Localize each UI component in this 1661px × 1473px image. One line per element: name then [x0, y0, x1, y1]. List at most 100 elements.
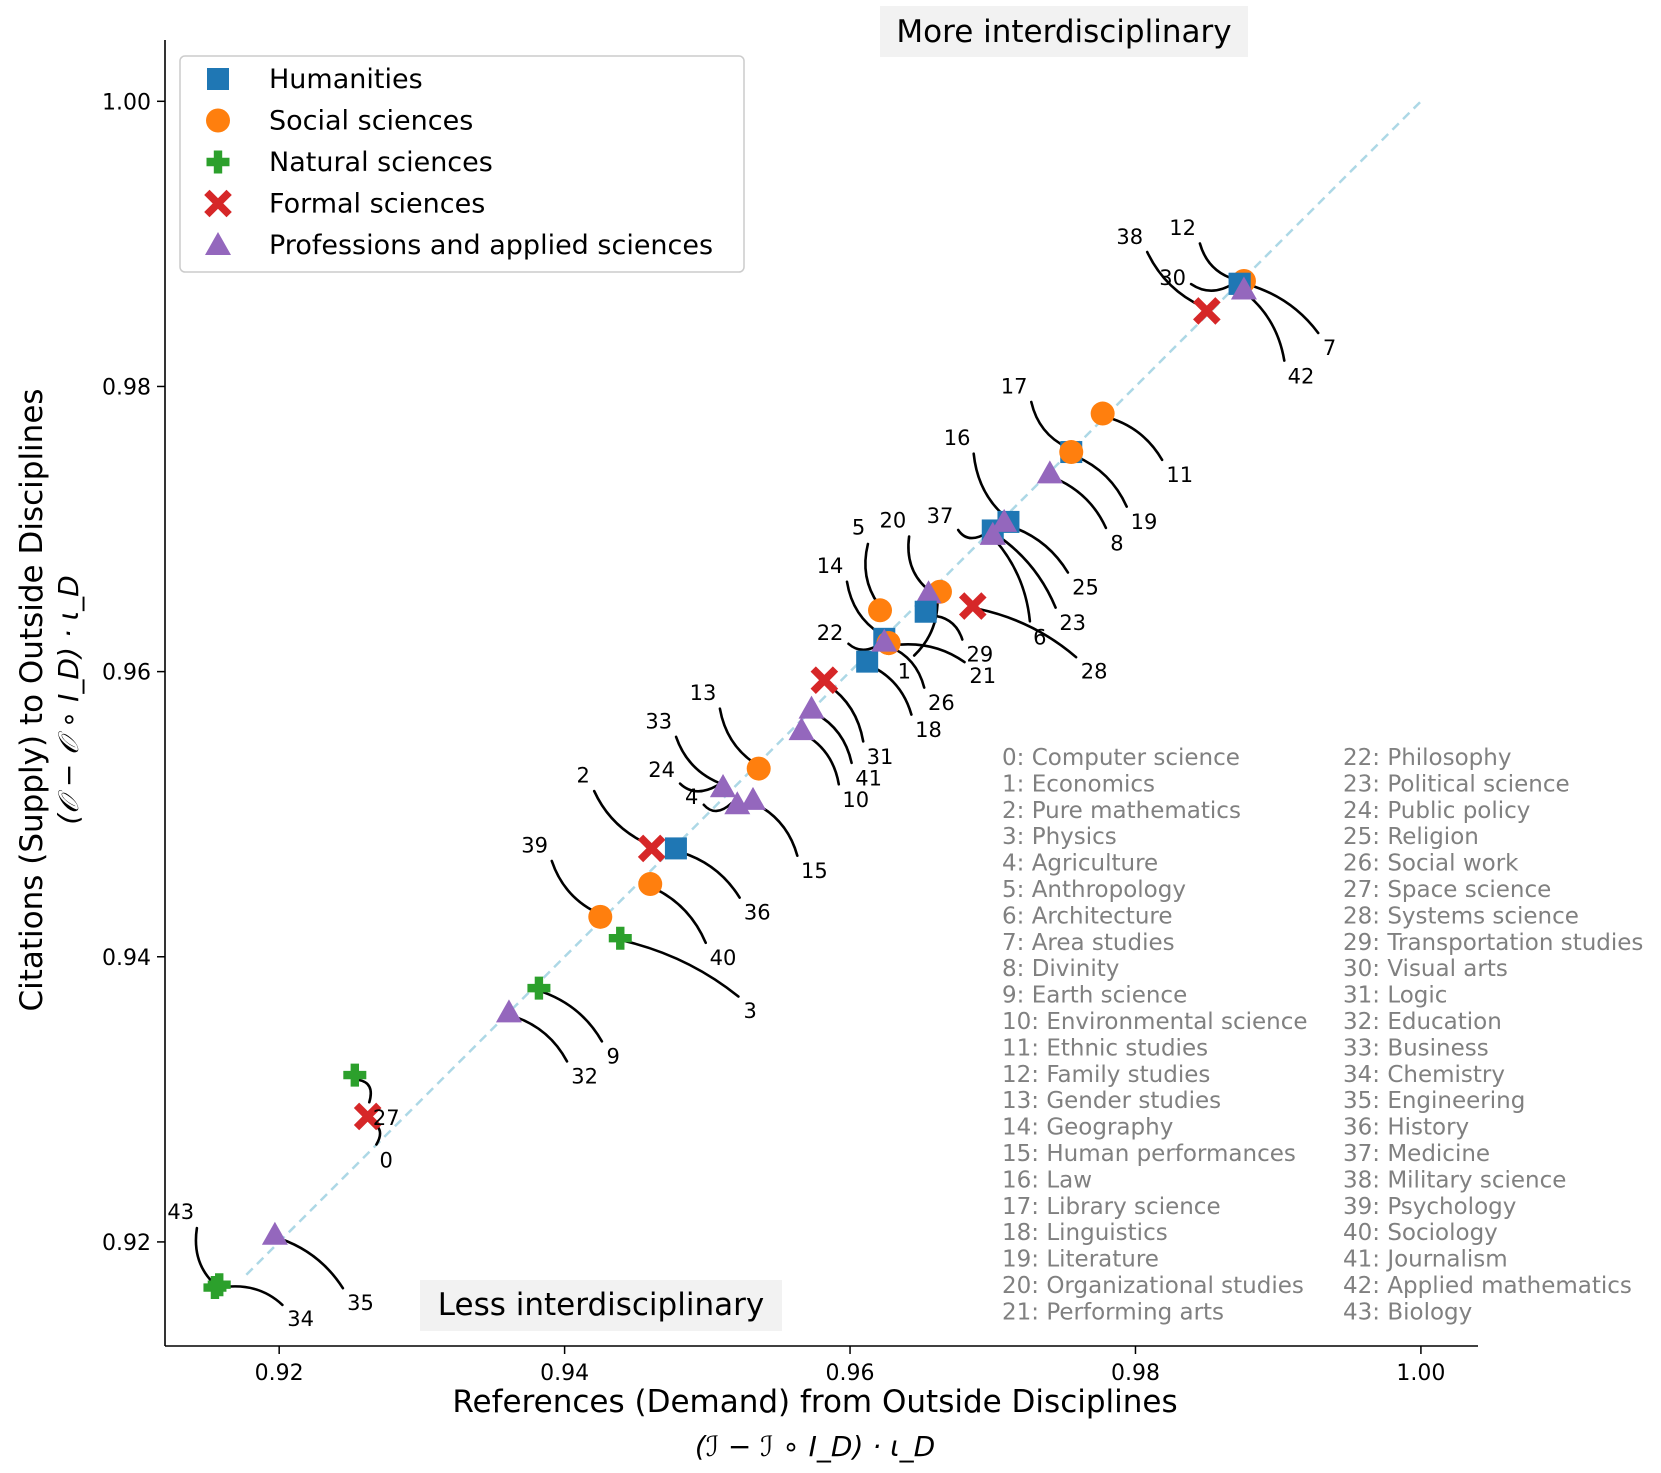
key-entry: 1: Economics [1002, 771, 1155, 797]
point-label-8: 8 [1110, 531, 1123, 555]
key-entry: 16: Law [1002, 1167, 1092, 1193]
key-entry: 10: Environmental science [1002, 1009, 1308, 1035]
point-label-22: 22 [817, 621, 844, 645]
legend-marker-2 [206, 150, 230, 174]
point-label-27: 27 [373, 1106, 400, 1130]
label-leader-lines [194, 242, 1320, 1307]
key-entry: 18: Linguistics [1002, 1220, 1168, 1246]
annotations: More interdisciplinary Less interdiscipl… [420, 6, 1248, 1331]
key-entry: 6: Architecture [1002, 903, 1173, 929]
key-entry: 33: Business [1343, 1035, 1489, 1061]
key-entry: 28: Systems science [1343, 903, 1579, 929]
point-label-29: 29 [967, 643, 994, 667]
point-37 [979, 521, 1006, 545]
annotation-bottom: Less interdisciplinary [438, 1287, 764, 1323]
leader-line-4 [702, 802, 733, 813]
key-entry: 0: Computer science [1002, 745, 1240, 771]
leader-line-3 [624, 939, 740, 998]
legend-label-2: Natural sciences [269, 147, 493, 178]
point-label-24: 24 [648, 758, 675, 782]
key-entry: 32: Education [1343, 1009, 1502, 1035]
key-entry: 30: Visual arts [1343, 956, 1508, 982]
key-entry: 34: Chemistry [1343, 1062, 1505, 1088]
leader-line-7 [1247, 283, 1320, 335]
leader-line-34 [223, 1285, 284, 1307]
key-entry: 14: Geography [1002, 1115, 1173, 1141]
point-label-12: 12 [1169, 216, 1196, 240]
y-tick-label: 0.92 [102, 1231, 151, 1256]
point-label-9: 9 [606, 1045, 619, 1069]
leader-line-28 [976, 607, 1078, 659]
key-entry: 7: Area studies [1002, 930, 1175, 956]
point-label-7: 7 [1323, 336, 1336, 360]
key-entry: 25: Religion [1343, 824, 1479, 850]
point-label-3: 3 [743, 999, 756, 1023]
leader-line-1 [912, 595, 939, 657]
key-entry: 37: Medicine [1343, 1141, 1490, 1167]
leader-line-10 [803, 733, 841, 786]
key-entry: 27: Space science [1343, 877, 1551, 903]
key-entry: 5: Anthropology [1002, 877, 1186, 903]
leader-line-15 [755, 803, 799, 857]
point-42 [1230, 276, 1257, 300]
point-label-42: 42 [1288, 364, 1315, 388]
point-label-14: 14 [817, 554, 844, 578]
axes: 0.92 0.94 0.96 0.98 1.00 0.92 0.94 0.96 0.98 1.00 [102, 40, 1478, 1386]
x-tick-label: 1.00 [1396, 1361, 1445, 1386]
leader-line-30 [1189, 282, 1235, 292]
key-entry: 38: Military science [1343, 1167, 1566, 1193]
key-entry: 43: Biology [1343, 1299, 1472, 1325]
key-entry: 2: Pure mathematics [1002, 798, 1241, 824]
key-entry: 12: Family studies [1002, 1062, 1210, 1088]
point-39 [588, 904, 613, 929]
point-10 [788, 717, 815, 741]
point-0 [353, 1102, 382, 1131]
key-entry: 36: History [1343, 1115, 1469, 1141]
point-label-2: 2 [576, 764, 589, 788]
point-19 [1059, 440, 1084, 465]
point-26 [871, 628, 898, 652]
key-entry: 26: Social work [1343, 851, 1519, 877]
leader-line-32 [512, 1015, 569, 1063]
point-label-38: 38 [1116, 225, 1143, 249]
point-label-26: 26 [928, 691, 955, 715]
leader-line-19 [1074, 454, 1128, 508]
point-43 [203, 1276, 227, 1300]
point-label-17: 17 [1001, 374, 1028, 398]
leader-line-13 [718, 707, 757, 765]
point-label-18: 18 [915, 718, 942, 742]
legend-label-0: Humanities [269, 64, 423, 95]
point-label-6: 6 [1033, 625, 1046, 649]
leader-line-8 [1052, 476, 1108, 530]
x-tick-label: 0.98 [1111, 1361, 1160, 1386]
point-label-43: 43 [167, 1200, 194, 1224]
point-label-16: 16 [944, 426, 971, 450]
key-entry: 4: Agriculture [1002, 851, 1158, 877]
y-axis-formula: (𝒪 − 𝒪 ∘ I_D) · ι_D [52, 575, 85, 824]
legend-label-3: Formal sciences [269, 189, 485, 220]
point-27 [343, 1063, 367, 1087]
leader-line-16 [972, 452, 1007, 519]
leader-line-27 [357, 1078, 373, 1104]
leader-line-5 [864, 542, 880, 606]
key-entry: 29: Transportation studies [1343, 930, 1643, 956]
key-entry: 22: Philosophy [1343, 745, 1511, 771]
point-41 [798, 695, 825, 719]
leader-line-11 [1106, 416, 1164, 462]
point-label-5: 5 [852, 516, 865, 540]
point-label-40: 40 [710, 946, 737, 970]
leader-line-43 [194, 1226, 214, 1284]
x-tick-label: 0.92 [255, 1361, 304, 1386]
legend-marker-1 [206, 108, 230, 133]
annotation-bottom-box [420, 1280, 782, 1331]
x-tick-label: 0.96 [826, 1361, 875, 1386]
leader-line-40 [653, 887, 707, 945]
point-label-36: 36 [744, 901, 771, 925]
key-entry: 8: Divinity [1002, 956, 1119, 982]
point-label-13: 13 [690, 681, 717, 705]
key-entry: 13: Gender studies [1002, 1088, 1221, 1114]
point-label-35: 35 [347, 1291, 374, 1315]
point-28 [958, 592, 987, 620]
